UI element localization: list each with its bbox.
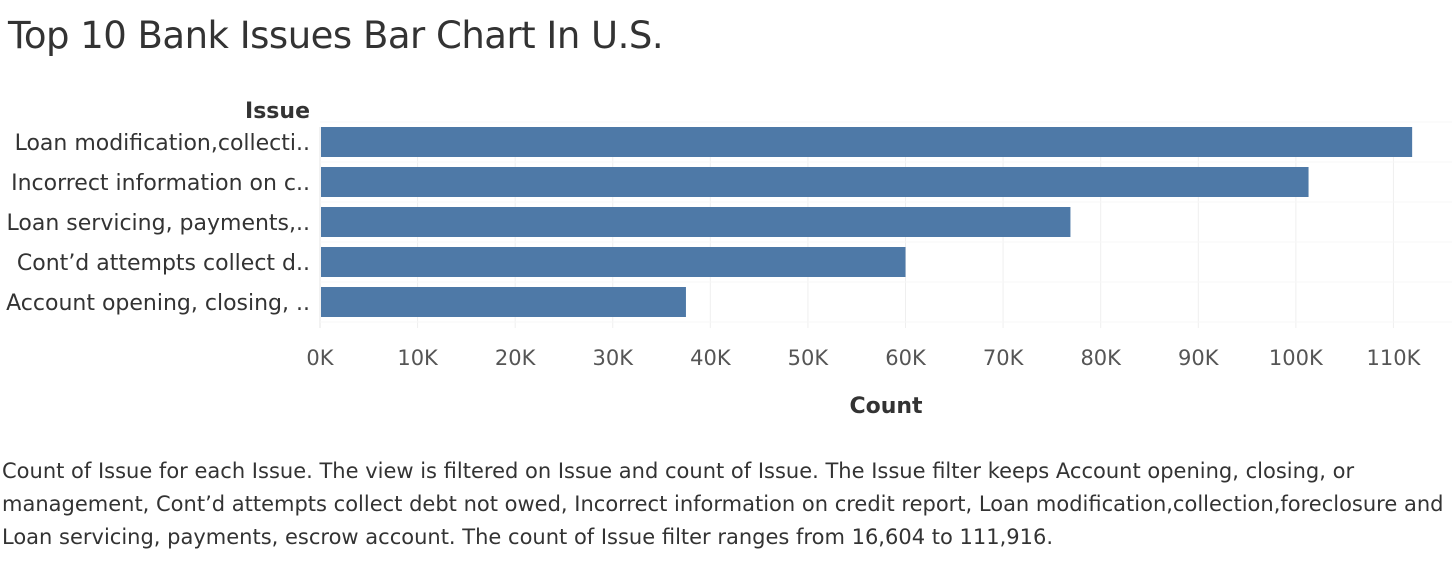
- x-tick-label: 10K: [397, 346, 439, 370]
- bar[interactable]: [321, 287, 686, 317]
- x-tick-label: 80K: [1080, 346, 1122, 370]
- bar[interactable]: [321, 247, 906, 277]
- gridlines: [319, 121, 1452, 328]
- category-label: Incorrect information on c..: [11, 171, 310, 196]
- x-tick-label: 70K: [983, 346, 1025, 370]
- x-tick-labels: 0K 10K 20K 30K 40K 50K 60K 70K 80K 90K 100K 110K: [306, 346, 1421, 370]
- x-tick-label: 60K: [885, 346, 927, 370]
- x-tick-label: 0K: [306, 346, 334, 370]
- category-label: Loan servicing, payments,..: [7, 211, 310, 236]
- x-tick-label: 100K: [1269, 346, 1324, 370]
- bars: [321, 127, 1413, 317]
- x-tick-label: 110K: [1367, 346, 1422, 370]
- x-tick-label: 20K: [495, 346, 537, 370]
- category-label: Account opening, closing, ..: [6, 291, 310, 316]
- category-labels: Loan modification,collecti.. Incorrect in…: [6, 131, 310, 316]
- bar[interactable]: [321, 167, 1309, 197]
- category-label: Cont’d attempts collect d..: [17, 251, 310, 276]
- chart-caption: Count of Issue for each Issue. The view …: [2, 459, 1444, 549]
- bar[interactable]: [321, 127, 1413, 157]
- bar[interactable]: [321, 207, 1071, 237]
- y-axis-title: Issue: [245, 99, 310, 124]
- x-tick-label: 40K: [690, 346, 732, 370]
- x-tick-label: 50K: [788, 346, 830, 370]
- x-tick-label: 90K: [1178, 346, 1220, 370]
- bar-chart: Loan modification,collecti.. Incorrect in…: [6, 99, 1452, 419]
- chart-title: Top 10 Bank Issues Bar Chart In U.S.: [8, 14, 664, 57]
- category-label: Loan modification,collecti..: [15, 131, 310, 156]
- x-tick-label: 30K: [593, 346, 635, 370]
- x-axis-title: Count: [849, 394, 923, 419]
